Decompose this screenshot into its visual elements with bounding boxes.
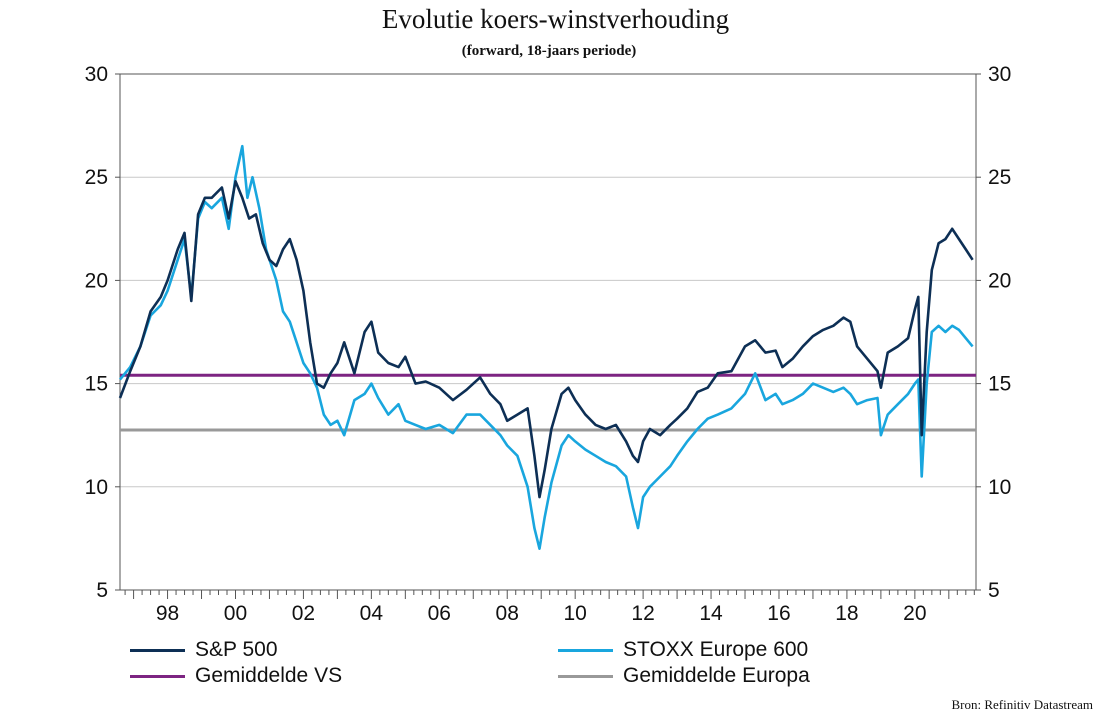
legend-item-stoxx600: STOXX Europe 600	[558, 636, 808, 664]
legend-label-gemiddelde-europa: Gemiddelde Europa	[623, 664, 810, 687]
x-tick-label-12: 12	[631, 602, 654, 625]
legend-swatch-sp500	[130, 648, 185, 652]
x-tick-label-20: 20	[903, 602, 926, 625]
x-tick-label-18: 18	[835, 602, 858, 625]
y-tick-left-20: 20	[85, 269, 108, 292]
y-tick-right-15: 15	[988, 373, 1011, 396]
legend-swatch-stoxx600	[558, 648, 613, 652]
legend-label-gemiddelde-vs: Gemiddelde VS	[195, 664, 343, 687]
legend-item-sp500: S&P 500	[130, 636, 278, 664]
y-tick-left-15: 15	[85, 373, 108, 396]
x-tick-label-04: 04	[360, 602, 384, 625]
series-line-stoxx-europe-600	[118, 144, 974, 551]
y-tick-right-20: 20	[988, 269, 1011, 292]
x-tick-label-08: 08	[496, 602, 519, 625]
y-tick-right-5: 5	[988, 579, 1000, 602]
series-line-s-p-500	[118, 180, 974, 499]
legend-item-gemiddelde-europa: Gemiddelde Europa	[558, 662, 810, 690]
chart-subtitle: (forward, 18-jaars periode)	[461, 43, 637, 59]
chart-svg: 5 5 10 10 15 15 20 20 25 25 30 30 98 00 02 04 06 08 10 12 14…	[85, 63, 1012, 625]
y-tick-right-10: 10	[988, 476, 1011, 499]
x-tick-label-02: 02	[292, 602, 315, 625]
x-tick-label-14: 14	[699, 602, 723, 625]
legend-swatch-gemiddelde-europa	[558, 674, 613, 678]
legend-item-gemiddelde-vs: Gemiddelde VS	[130, 662, 342, 690]
x-tick-label-98: 98	[156, 602, 179, 625]
y-tick-right-25: 25	[988, 166, 1011, 189]
x-tick-label-16: 16	[767, 602, 790, 625]
legend-label-stoxx600: STOXX Europe 600	[623, 638, 809, 661]
chart-title: Evolutie koers-winstverhouding	[381, 4, 730, 34]
legend-swatch-gemiddelde-vs	[130, 674, 185, 678]
y-tick-left-25: 25	[85, 166, 108, 189]
y-tick-left-30: 30	[85, 63, 108, 86]
source-note: Bron: Refinitiv Datastream	[951, 697, 1093, 712]
x-tick-label-06: 06	[428, 602, 451, 625]
y-tick-right-30: 30	[988, 63, 1011, 86]
plot-frame	[119, 73, 977, 591]
y-tick-left-10: 10	[85, 476, 108, 499]
x-tick-label-00: 00	[224, 602, 247, 625]
x-tick-label-10: 10	[563, 602, 586, 625]
legend-label-sp500: S&P 500	[195, 638, 278, 661]
y-tick-left-5: 5	[96, 579, 108, 602]
